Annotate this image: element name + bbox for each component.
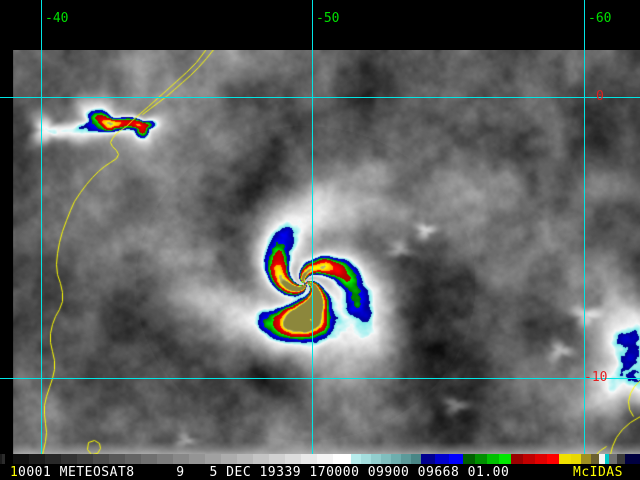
colorbar-segment: [93, 454, 109, 464]
colorbar-segment: [625, 454, 640, 464]
colorbar-segment: [13, 454, 29, 464]
colorbar-segment: [547, 454, 559, 464]
colorbar-segment: [157, 454, 173, 464]
longitude-label: -50: [316, 11, 340, 26]
colorbar-segment: [125, 454, 141, 464]
latitude-label: 0: [596, 89, 604, 104]
satellite-image-canvas: [0, 50, 640, 454]
colorbar-segment: [109, 454, 125, 464]
colorbar-segment: [205, 454, 221, 464]
colorbar-segment: [401, 454, 411, 464]
grid-line-vertical: [312, 0, 313, 480]
status-bar-info: 0001 METEOSAT8 9 5 DEC 19339 170000 0990…: [18, 465, 510, 480]
colorbar-segment: [189, 454, 205, 464]
colorbar-segment: [351, 454, 361, 464]
ir-enhancement-colorbar: [0, 454, 640, 464]
colorbar-segment: [475, 454, 487, 464]
colorbar-segment: [371, 454, 381, 464]
colorbar-segment: [391, 454, 401, 464]
longitude-label: -40: [45, 11, 69, 26]
colorbar-segment: [77, 454, 93, 464]
mcidas-brand-label: McIDAS: [573, 465, 623, 480]
status-text-bar: 1 0001 METEOSAT8 9 5 DEC 19339 170000 09…: [0, 464, 640, 480]
colorbar-segment: [449, 454, 463, 464]
colorbar-segment: [617, 454, 625, 464]
colorbar-segment: [463, 454, 475, 464]
colorbar-segment: [599, 454, 605, 464]
top-black-margin: [0, 0, 640, 50]
colorbar-segment: [237, 454, 253, 464]
colorbar-segment: [221, 454, 237, 464]
colorbar-segment: [535, 454, 547, 464]
longitude-label: -60: [588, 11, 612, 26]
colorbar-segment: [2, 454, 5, 464]
colorbar-segment: [45, 454, 61, 464]
colorbar-segment: [333, 454, 351, 464]
colorbar-segment: [411, 454, 421, 464]
latitude-label: -10: [584, 370, 608, 385]
colorbar-segment: [487, 454, 499, 464]
colorbar-segment: [29, 454, 45, 464]
colorbar-segment: [361, 454, 371, 464]
grid-line-vertical: [584, 0, 585, 480]
satellite-image-area: [0, 50, 640, 454]
grid-line-vertical: [41, 0, 42, 480]
colorbar-segment: [5, 454, 13, 464]
colorbar-segment: [435, 454, 449, 464]
colorbar-segment: [141, 454, 157, 464]
grid-line-horizontal: [0, 378, 640, 379]
colorbar-segment: [269, 454, 285, 464]
frame-index-label: 1: [10, 465, 19, 480]
colorbar-segment: [381, 454, 391, 464]
colorbar-segment: [317, 454, 333, 464]
colorbar-segment: [571, 454, 581, 464]
colorbar-segment: [605, 454, 609, 464]
colorbar-segment: [0, 454, 2, 464]
colorbar-segment: [421, 454, 435, 464]
colorbar-segment: [61, 454, 77, 464]
colorbar-segment: [581, 454, 591, 464]
grid-line-horizontal: [0, 97, 640, 98]
colorbar-segment: [301, 454, 317, 464]
left-black-margin: [0, 0, 13, 454]
colorbar-segment: [591, 454, 599, 464]
colorbar-segment: [173, 454, 189, 464]
colorbar-segment: [511, 454, 523, 464]
colorbar-segment: [285, 454, 301, 464]
colorbar-segment: [523, 454, 535, 464]
colorbar-segment: [559, 454, 571, 464]
colorbar-segment: [253, 454, 269, 464]
colorbar-segment: [609, 454, 617, 464]
colorbar-segment: [499, 454, 511, 464]
